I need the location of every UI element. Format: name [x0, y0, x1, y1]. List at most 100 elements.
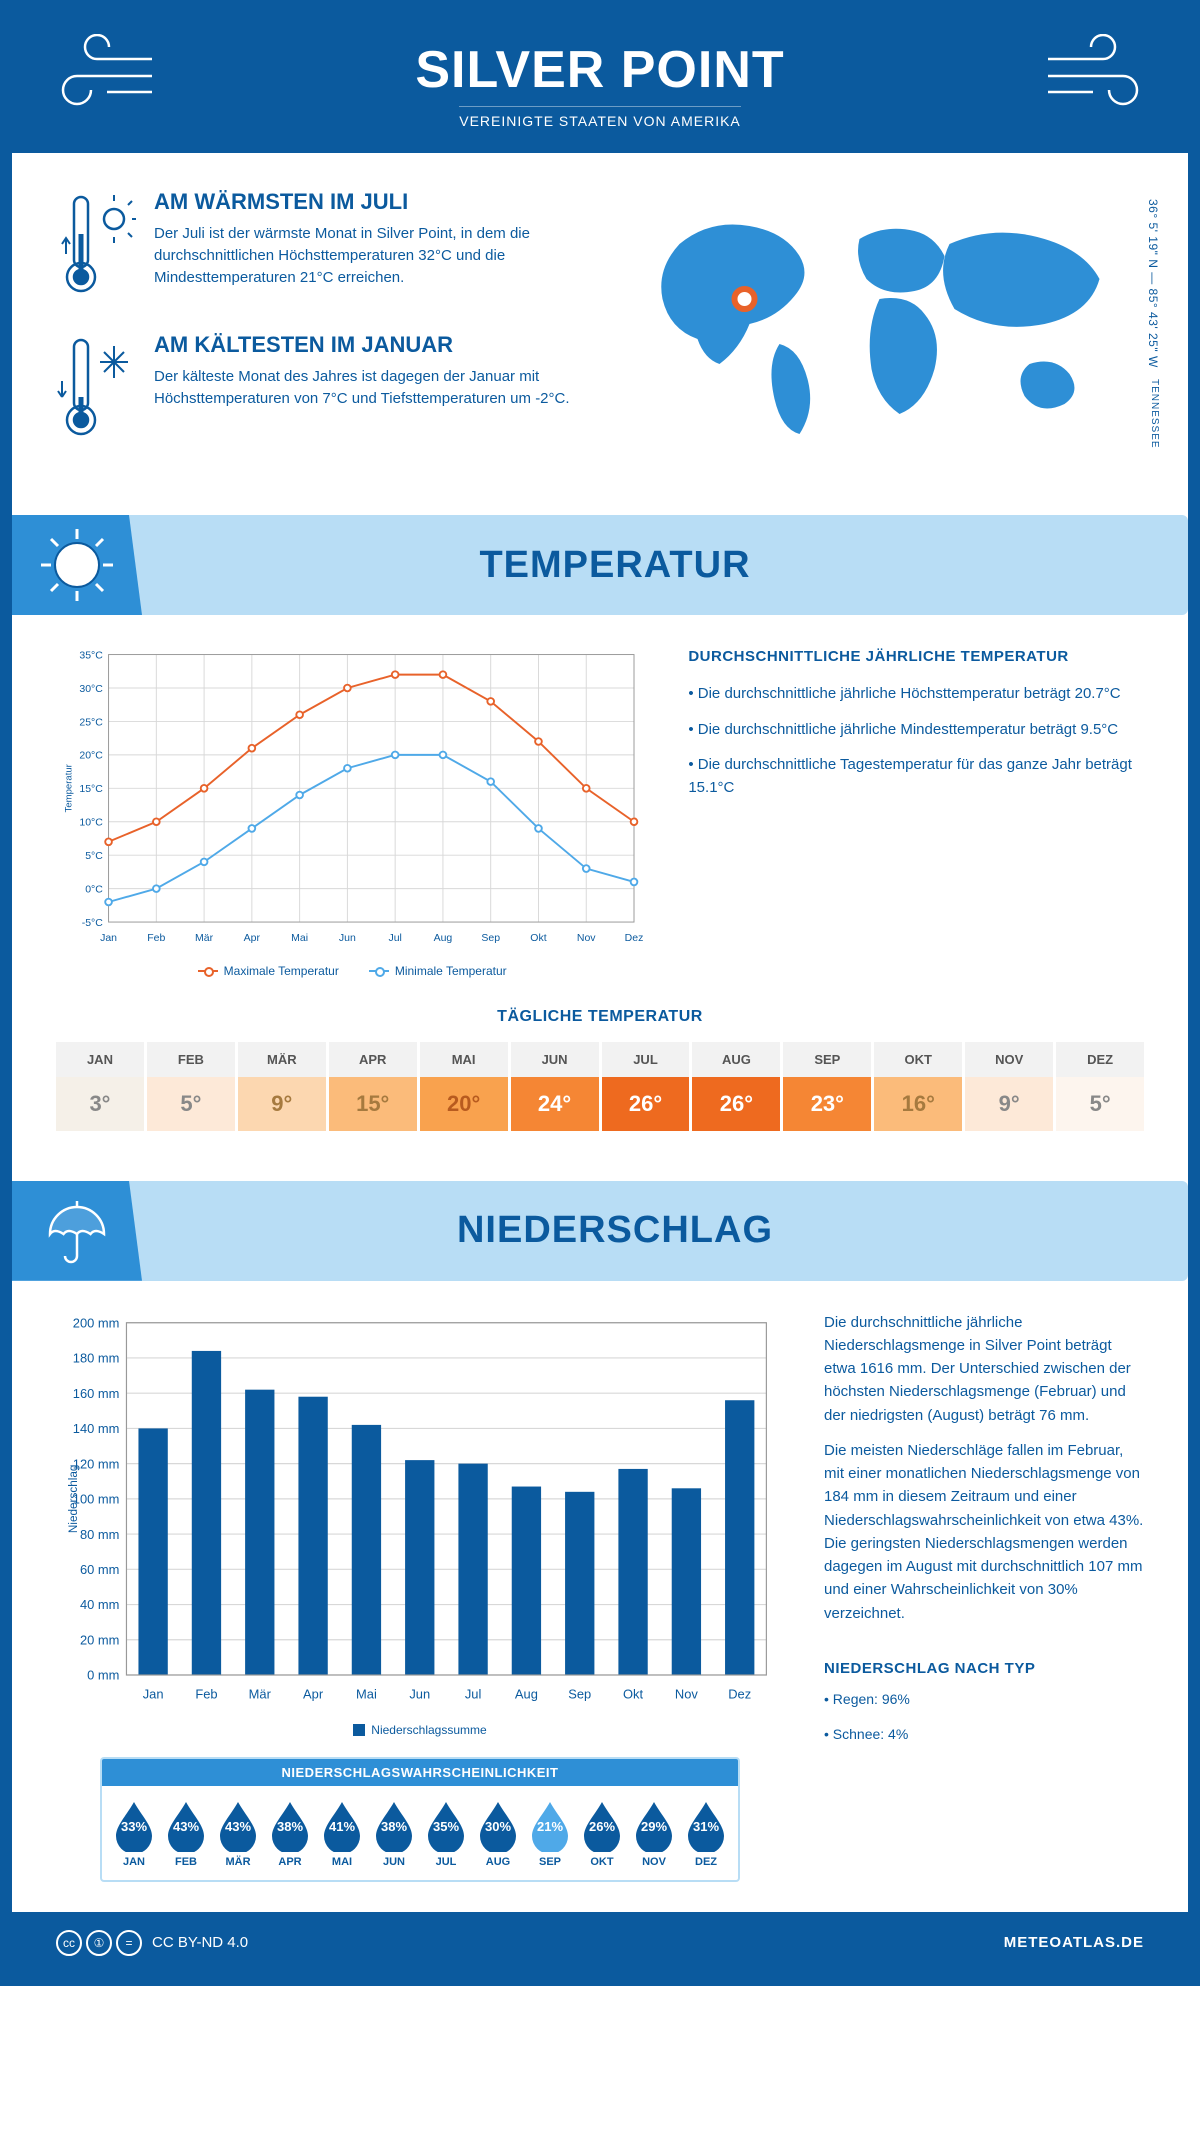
svg-text:Okt: Okt: [530, 932, 546, 944]
svg-text:Nov: Nov: [675, 1686, 698, 1701]
precip-drop: 31%DEZ: [682, 1798, 730, 1868]
svg-text:35°C: 35°C: [79, 649, 103, 661]
precip-drop: 38%JUN: [370, 1798, 418, 1868]
temp-cell: MÄR9°: [238, 1042, 329, 1131]
temp-cell: APR15°: [329, 1042, 420, 1131]
svg-text:Apr: Apr: [303, 1686, 324, 1701]
precipitation-banner: NIEDERSCHLAG: [12, 1181, 1188, 1281]
svg-text:Apr: Apr: [244, 932, 261, 944]
temp-cell: JAN3°: [56, 1042, 147, 1131]
precipitation-bar-chart: 0 mm20 mm40 mm60 mm80 mm100 mm120 mm140 …: [56, 1311, 784, 1710]
svg-text:Feb: Feb: [195, 1686, 217, 1701]
precip-text-2: Die meisten Niederschläge fallen im Febr…: [824, 1439, 1144, 1625]
svg-text:140 mm: 140 mm: [73, 1421, 120, 1436]
svg-text:Dez: Dez: [728, 1686, 751, 1701]
warmest-fact: AM WÄRMSTEN IM JULI Der Juli ist der wär…: [56, 189, 585, 304]
precip-text-1: Die durchschnittliche jährliche Niedersc…: [824, 1311, 1144, 1427]
precip-type-line: • Schnee: 4%: [824, 1723, 1144, 1745]
svg-text:Okt: Okt: [623, 1686, 643, 1701]
svg-text:160 mm: 160 mm: [73, 1386, 120, 1401]
svg-text:15°C: 15°C: [79, 783, 103, 795]
svg-text:20 mm: 20 mm: [80, 1632, 119, 1647]
temp-cell: MAI20°: [420, 1042, 511, 1131]
wind-icon: [1038, 34, 1158, 114]
precip-type-line: • Regen: 96%: [824, 1688, 1144, 1710]
thermometer-cold-icon: [56, 332, 136, 442]
warmest-heading: AM WÄRMSTEN IM JULI: [154, 189, 585, 215]
temp-bullet: • Die durchschnittliche Tagestemperatur …: [688, 753, 1144, 800]
svg-text:Feb: Feb: [147, 932, 165, 944]
temp-cell: SEP23°: [783, 1042, 874, 1131]
thermometer-hot-icon: [56, 189, 136, 299]
daily-temp-table: JAN3°FEB5°MÄR9°APR15°MAI20°JUN24°JUL26°A…: [56, 1042, 1144, 1131]
temp-cell: NOV9°: [965, 1042, 1056, 1131]
precip-drop: 30%AUG: [474, 1798, 522, 1868]
svg-text:40 mm: 40 mm: [80, 1597, 119, 1612]
temp-cell: FEB5°: [147, 1042, 238, 1131]
coldest-heading: AM KÄLTESTEN IM JANUAR: [154, 332, 585, 358]
temperature-heading: TEMPERATUR: [142, 544, 1188, 587]
umbrella-icon: [42, 1196, 112, 1266]
svg-text:180 mm: 180 mm: [73, 1350, 120, 1365]
license-label: CC BY-ND 4.0: [152, 1934, 248, 1951]
svg-text:Temperatur: Temperatur: [63, 763, 74, 812]
precipitation-probability-panel: NIEDERSCHLAGSWAHRSCHEINLICHKEIT 33%JAN43…: [100, 1757, 740, 1882]
page-footer: cc①= CC BY-ND 4.0 METEOATLAS.DE: [12, 1912, 1188, 1974]
svg-text:20°C: 20°C: [79, 750, 103, 762]
svg-text:80 mm: 80 mm: [80, 1527, 119, 1542]
temp-cell: AUG26°: [692, 1042, 783, 1131]
svg-text:Niederschlag: Niederschlag: [67, 1464, 80, 1533]
temperature-line-chart: -5°C0°C5°C10°C15°C20°C25°C30°C35°CJanFeb…: [56, 645, 648, 951]
precip-drop: 38%APR: [266, 1798, 314, 1868]
svg-text:5°C: 5°C: [85, 850, 103, 862]
svg-text:Jun: Jun: [409, 1686, 430, 1701]
precip-drop: 26%OKT: [578, 1798, 626, 1868]
svg-text:Sep: Sep: [481, 932, 500, 944]
svg-text:Jan: Jan: [100, 932, 117, 944]
precip-drop: 33%JAN: [110, 1798, 158, 1868]
svg-text:Nov: Nov: [577, 932, 596, 944]
warmest-text: Der Juli ist der wärmste Monat in Silver…: [154, 223, 585, 288]
svg-text:10°C: 10°C: [79, 817, 103, 829]
svg-text:Aug: Aug: [515, 1686, 538, 1701]
world-map: [615, 189, 1144, 449]
svg-text:Jun: Jun: [339, 932, 356, 944]
svg-text:0°C: 0°C: [85, 883, 103, 895]
temp-cell: OKT16°: [874, 1042, 965, 1131]
svg-text:Sep: Sep: [568, 1686, 591, 1701]
precip-drop: 35%JUL: [422, 1798, 470, 1868]
temp-bullet: • Die durchschnittliche jährliche Mindes…: [688, 718, 1144, 741]
precip-drop: 29%NOV: [630, 1798, 678, 1868]
page-subtitle: VEREINIGTE STAATEN VON AMERIKA: [459, 106, 741, 129]
page-title: SILVER POINT: [32, 40, 1168, 100]
temp-cell: DEZ5°: [1056, 1042, 1144, 1131]
svg-text:Aug: Aug: [434, 932, 453, 944]
sun-icon: [37, 525, 117, 605]
precip-type-heading: NIEDERSCHLAG NACH TYP: [824, 1657, 1144, 1680]
cc-icons: cc①=: [56, 1930, 142, 1956]
svg-text:Mär: Mär: [249, 1686, 272, 1701]
temp-bullet: • Die durchschnittliche jährliche Höchst…: [688, 682, 1144, 705]
svg-text:-5°C: -5°C: [82, 917, 104, 929]
coldest-fact: AM KÄLTESTEN IM JANUAR Der kälteste Mona…: [56, 332, 585, 447]
temp-cell: JUL26°: [602, 1042, 693, 1131]
coordinates: 36° 5' 19" N — 85° 43' 25" W: [1146, 199, 1160, 368]
coldest-text: Der kälteste Monat des Jahres ist dagege…: [154, 366, 585, 410]
svg-text:Dez: Dez: [625, 932, 644, 944]
precip-drop: 43%FEB: [162, 1798, 210, 1868]
daily-temp-heading: TÄGLICHE TEMPERATUR: [56, 1008, 1144, 1026]
svg-text:60 mm: 60 mm: [80, 1562, 119, 1577]
svg-text:Jan: Jan: [143, 1686, 164, 1701]
temperature-banner: TEMPERATUR: [12, 515, 1188, 615]
precip-drop: 21%SEP: [526, 1798, 574, 1868]
svg-text:Jul: Jul: [465, 1686, 482, 1701]
precip-drop: 41%MAI: [318, 1798, 366, 1868]
svg-text:Jul: Jul: [388, 932, 401, 944]
temperature-legend: .legend .sw:nth-child(1)::after{border-c…: [56, 964, 648, 978]
page-header: SILVER POINT VEREINIGTE STAATEN VON AMER…: [12, 12, 1188, 153]
temp-summary-heading: DURCHSCHNITTLICHE JÄHRLICHE TEMPERATUR: [688, 645, 1144, 668]
region-label: TENNESSEE: [1149, 379, 1160, 449]
temp-cell: JUN24°: [511, 1042, 602, 1131]
site-label: METEOATLAS.DE: [1004, 1934, 1144, 1951]
svg-text:Mai: Mai: [291, 932, 308, 944]
